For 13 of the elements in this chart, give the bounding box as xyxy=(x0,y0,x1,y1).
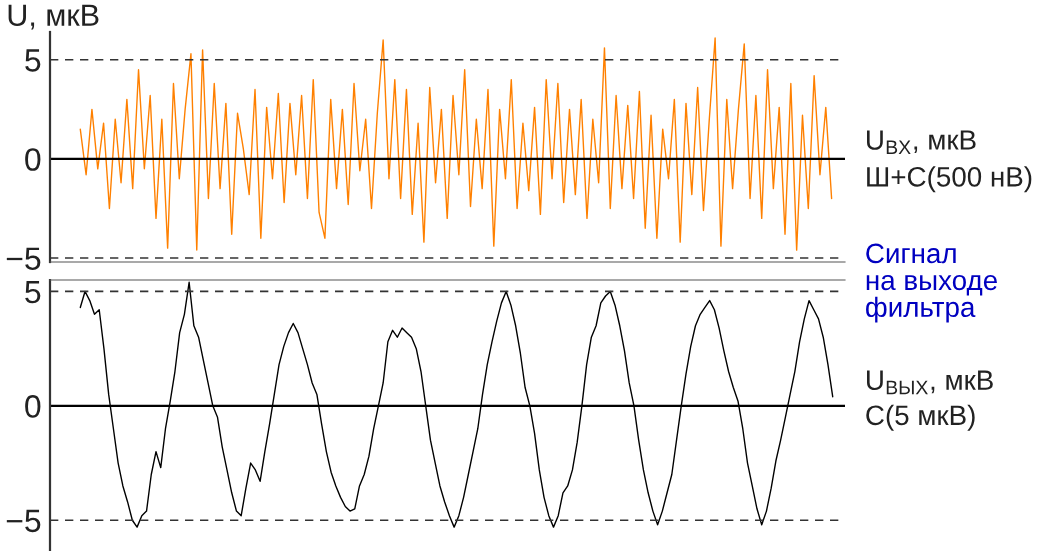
text: U$_{ВЫХ}$, мкВ xyxy=(867,370,993,395)
y-tick-label: −5 xyxy=(6,509,41,533)
text: U$_{ВХ}$, мкВ xyxy=(867,130,976,154)
text: Сигнал на выходе фильтра xyxy=(866,243,997,323)
y-tick-label: 5 xyxy=(25,281,41,304)
y-tick-label: 0 xyxy=(25,148,41,171)
text: С(5 мкВ) xyxy=(866,404,975,431)
y-axis-title: U, мкВ xyxy=(8,4,99,30)
y-tick-label: 0 xyxy=(25,395,41,418)
y-tick-label: −5 xyxy=(6,247,41,270)
text: Ш+С(500 нВ) xyxy=(867,166,1032,193)
line-series xyxy=(79,37,833,251)
y-tick-label: 5 xyxy=(25,49,41,72)
